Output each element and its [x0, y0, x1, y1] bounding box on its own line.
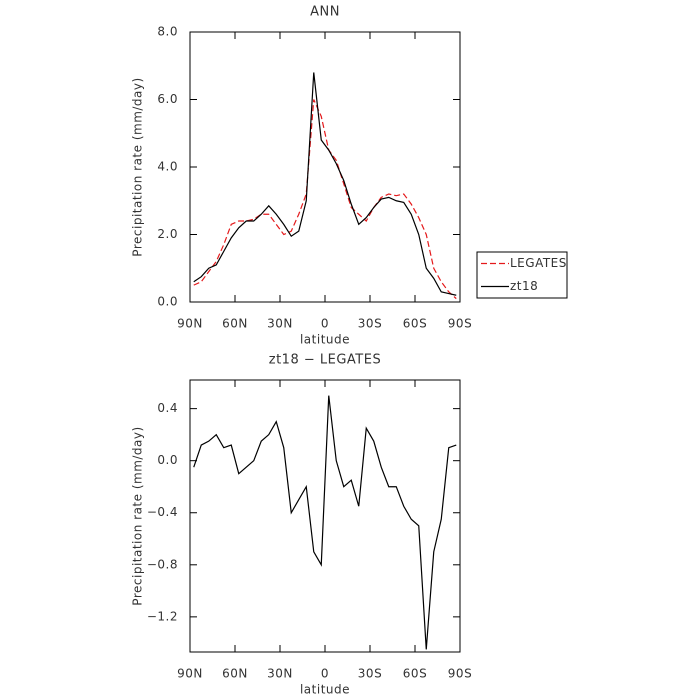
x-tick-label: 60N — [222, 667, 248, 681]
y-tick-label: 2.0 — [157, 227, 178, 241]
y-tick-label: −1.2 — [147, 609, 178, 623]
y-tick-label: 0.0 — [157, 295, 178, 309]
y-tick-label: −0.8 — [147, 557, 178, 571]
data-line — [193, 72, 457, 296]
x-tick-label: 60N — [222, 317, 248, 331]
y-tick-label: 4.0 — [157, 160, 178, 174]
chart-title: ANN — [310, 5, 340, 20]
x-tick-label: 90S — [448, 317, 472, 331]
x-tick-label: 30N — [267, 317, 293, 331]
legend-label: zt18 — [510, 279, 538, 293]
plot-frame — [189, 31, 461, 303]
x-tick-label: 90N — [177, 317, 203, 331]
x-tick-label: 30S — [358, 317, 382, 331]
x-axis-label: latitude — [300, 683, 350, 697]
legend-box — [476, 251, 568, 299]
x-tick-label: 0 — [321, 667, 329, 681]
y-axis-label: Precipitation rate (mm/day) — [131, 426, 145, 605]
x-axis-label: latitude — [300, 333, 350, 347]
y-tick-label: −0.4 — [147, 505, 178, 519]
x-tick-label: 60S — [403, 667, 427, 681]
data-line — [193, 395, 457, 650]
x-tick-label: 30N — [267, 667, 293, 681]
y-tick-label: 8.0 — [157, 25, 178, 39]
chart-title: zt18 − LEGATES — [269, 353, 381, 368]
plot-frame — [189, 379, 461, 653]
y-tick-label: 0.4 — [157, 401, 178, 415]
data-line — [193, 99, 457, 300]
y-axis-label: Precipitation rate (mm/day) — [131, 77, 145, 256]
y-tick-label: 6.0 — [157, 92, 178, 106]
x-tick-label: 30S — [358, 667, 382, 681]
x-tick-label: 0 — [321, 317, 329, 331]
legend-label: LEGATES — [510, 256, 567, 270]
x-tick-label: 90S — [448, 667, 472, 681]
x-tick-label: 90N — [177, 667, 203, 681]
x-tick-label: 60S — [403, 317, 427, 331]
y-tick-label: 0.0 — [157, 453, 178, 467]
